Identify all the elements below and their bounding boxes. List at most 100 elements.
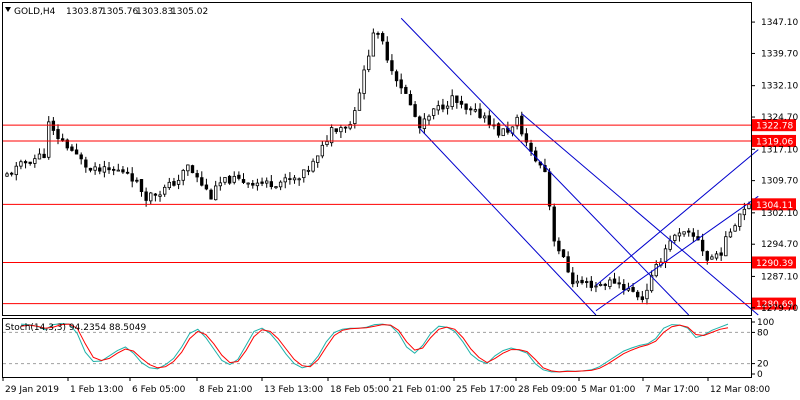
candle-body xyxy=(88,167,93,171)
candle-body xyxy=(209,189,213,200)
candle-body xyxy=(663,248,668,263)
candle-body xyxy=(111,168,116,171)
chart-menu-triangle-icon[interactable] xyxy=(5,7,11,12)
level-price-tag xyxy=(752,297,796,310)
candle-body xyxy=(186,164,190,172)
candle-body xyxy=(455,95,459,103)
candle-body xyxy=(631,287,635,292)
candle-body xyxy=(288,178,292,180)
candle-body xyxy=(265,180,269,184)
candle-body xyxy=(223,177,227,183)
candle-body xyxy=(524,133,529,143)
candle-body xyxy=(677,232,682,237)
main-panel-border xyxy=(2,2,752,316)
candle-body xyxy=(645,289,649,300)
candle-body xyxy=(357,92,362,111)
candle-body xyxy=(640,296,645,300)
candle-body xyxy=(598,284,603,286)
candle-body xyxy=(19,161,23,167)
candle-body xyxy=(246,182,250,185)
candle-body xyxy=(93,166,97,171)
candle-body xyxy=(561,249,566,258)
candle-body xyxy=(283,177,287,183)
candle-body xyxy=(334,128,338,132)
candle-body xyxy=(14,165,18,176)
candle-body xyxy=(589,280,594,288)
candle-body xyxy=(617,282,621,285)
candle-body xyxy=(724,236,728,257)
candle-body xyxy=(571,272,575,285)
header-close: 1305.02 xyxy=(171,7,208,17)
candle-body xyxy=(496,123,501,136)
candle-body xyxy=(121,169,125,173)
price-tick-label: 1339.70 xyxy=(761,49,798,59)
candle-body xyxy=(241,179,246,183)
candle-body xyxy=(343,126,348,129)
stoch-panel-border xyxy=(2,318,752,378)
candle-body xyxy=(84,159,88,168)
candle-body xyxy=(348,124,352,129)
stoch-title: Stoch(14,3,3) 94.2354 88.5049 xyxy=(5,323,146,333)
time-tick-label: 8 Feb 21:00 xyxy=(199,385,253,395)
time-tick-label: 18 Feb 05:00 xyxy=(330,385,389,395)
candle-body xyxy=(204,184,209,190)
price-tick-label: 1279.70 xyxy=(761,304,798,314)
down-channel-line xyxy=(521,113,759,316)
candle-body xyxy=(422,118,427,129)
price-tick-label: 1309.70 xyxy=(761,177,798,187)
candle-body xyxy=(742,208,747,216)
candle-body xyxy=(292,177,297,181)
candle-body xyxy=(469,108,473,111)
price-tick-label: 1294.70 xyxy=(761,240,798,250)
candle-body xyxy=(278,181,283,188)
candle-body xyxy=(380,33,385,42)
candle-body xyxy=(673,234,677,241)
level-price-label: 1304.11 xyxy=(756,201,793,211)
candle-body xyxy=(385,41,389,61)
header-open: 1303.87 xyxy=(66,7,103,17)
candle-body xyxy=(33,158,37,164)
candle-body xyxy=(714,253,719,259)
candle-body xyxy=(255,182,260,187)
candle-body xyxy=(102,166,107,173)
candle-body xyxy=(232,175,236,183)
candle-body xyxy=(371,32,376,57)
candle-body xyxy=(728,231,733,238)
candle-body xyxy=(181,169,185,181)
candle-body xyxy=(251,182,255,186)
price-tick-label: 1302.10 xyxy=(761,209,798,219)
candle-body xyxy=(622,284,626,291)
candle-body xyxy=(552,206,556,242)
candle-body xyxy=(306,169,311,172)
up-channel-line xyxy=(595,195,759,312)
candle-body xyxy=(214,185,218,201)
candle-body xyxy=(139,179,144,192)
candle-body xyxy=(339,127,343,133)
candle-body xyxy=(325,141,329,146)
price-tick-label: 1324.70 xyxy=(761,113,798,123)
level-price-label: 1322.78 xyxy=(756,122,793,132)
candle-body xyxy=(608,279,612,287)
candle-body xyxy=(649,274,654,292)
time-tick-label: 12 Mar 08:00 xyxy=(710,385,770,395)
header-low: 1303.83 xyxy=(136,7,173,17)
candle-body xyxy=(654,264,658,277)
candle-body xyxy=(566,256,570,273)
candle-body xyxy=(691,232,696,237)
time-tick-label: 25 Feb 17:00 xyxy=(456,385,515,395)
candle-body xyxy=(172,181,176,186)
stoch-series-line xyxy=(20,323,729,373)
candle-body xyxy=(227,175,232,184)
time-tick-label: 5 Mar 01:00 xyxy=(581,385,636,395)
stoch-tick-label: 20 xyxy=(757,360,769,370)
price-tick-label: 1347.10 xyxy=(761,18,798,28)
header-symbol: GOLD,H4 xyxy=(14,7,56,17)
candle-body xyxy=(144,191,148,201)
candle-body xyxy=(42,153,46,159)
candle-body xyxy=(394,71,399,82)
candle-body xyxy=(176,179,181,185)
candle-body xyxy=(190,165,195,174)
candle-body xyxy=(478,108,482,118)
level-price-tag xyxy=(752,256,796,269)
